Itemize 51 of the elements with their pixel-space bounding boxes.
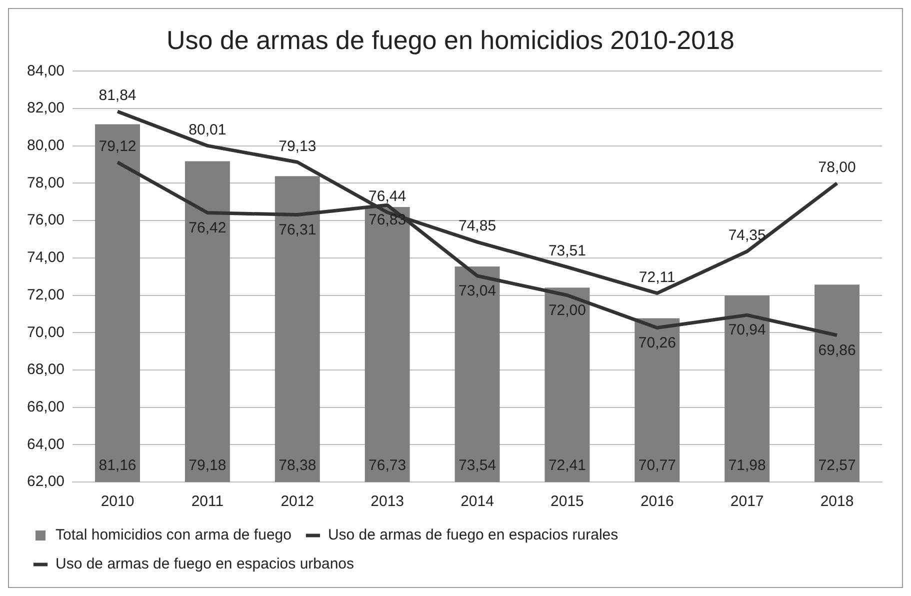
data-label: 69,86: [818, 342, 856, 359]
legend-label: Total homicidios con arma de fuego: [56, 526, 292, 544]
data-label: 76,44: [368, 188, 406, 206]
data-label: 79,12: [98, 138, 136, 155]
chart-title: Uso de armas de fuego en homicidios 2010-2018: [166, 24, 735, 55]
data-label: 72,57: [818, 457, 856, 474]
y-tick-label: 64,00: [26, 436, 65, 453]
data-label: 76,42: [188, 219, 226, 236]
y-tick-label: 82,00: [26, 100, 65, 117]
data-label: 73,54: [458, 457, 496, 474]
x-tick-label: 2011: [191, 493, 224, 510]
data-label: 72,11: [638, 268, 676, 286]
y-tick-label: 72,00: [26, 286, 65, 304]
x-tick-label: 2017: [730, 493, 764, 510]
data-label: 70,77: [638, 457, 676, 474]
x-tick-label: 2012: [280, 493, 314, 510]
data-label: 81,84: [98, 87, 136, 104]
data-label: 73,04: [458, 282, 496, 300]
x-tick-label: 2018: [820, 493, 854, 510]
data-label: 73,51: [548, 242, 586, 260]
x-tick-label: 2016: [640, 493, 674, 510]
data-label: 74,35: [728, 227, 766, 244]
y-tick-label: 68,00: [26, 361, 65, 378]
data-label: 71,98: [728, 457, 766, 474]
data-label: 76,73: [368, 457, 406, 474]
data-label: 72,41: [548, 457, 586, 474]
legend-label: Uso de armas de fuego en espacios urbanos: [56, 556, 354, 573]
x-tick-label: 2014: [460, 493, 494, 510]
data-label: 79,13: [278, 138, 316, 155]
x-tick-label: 2015: [550, 493, 584, 510]
y-tick-label: 66,00: [26, 398, 65, 416]
data-label: 79,18: [188, 457, 226, 474]
y-tick-label: 76,00: [26, 212, 65, 229]
data-label: 70,26: [638, 334, 676, 352]
y-tick-label: 80,00: [26, 137, 65, 154]
data-label: 80,01: [188, 121, 226, 138]
legend-label: Uso de armas de fuego en espacios rurales: [328, 526, 618, 544]
data-label: 70,94: [728, 322, 766, 339]
y-tick-label: 78,00: [26, 174, 65, 192]
data-label: 72,00: [548, 302, 586, 319]
y-tick-label: 84,00: [26, 62, 65, 80]
x-tick-label: 2010: [100, 493, 134, 510]
y-tick-label: 74,00: [26, 249, 65, 266]
data-label: 78,38: [278, 457, 316, 474]
data-label: 74,85: [458, 218, 496, 235]
y-tick-label: 70,00: [26, 324, 65, 341]
data-label: 81,16: [98, 457, 136, 474]
y-tick-label: 62,00: [26, 473, 65, 490]
data-label: 76,31: [278, 221, 316, 238]
x-tick-label: 2013: [370, 493, 404, 510]
data-label: 78,00: [818, 158, 856, 176]
